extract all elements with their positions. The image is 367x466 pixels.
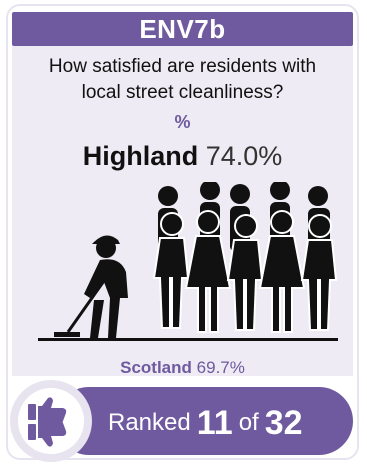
crowd-front-row [152, 210, 338, 333]
headline-percentage: 74.0% [205, 141, 283, 171]
question-line-2: local street cleanliness? [81, 82, 284, 103]
headline-value: Highland 74.0% [12, 141, 353, 172]
thumbs-up-down-icon [28, 397, 67, 447]
card-border [6, 4, 359, 460]
content-panel [12, 46, 353, 376]
indicator-question: How satisfied are residents with local s… [12, 54, 353, 106]
question-line-1: How satisfied are residents with [48, 56, 317, 77]
rank-position: 11 [196, 403, 233, 442]
broom-handle [66, 277, 108, 333]
headline-area: Highland [82, 141, 199, 171]
rank-label: Ranked [108, 409, 191, 436]
rank-total: 32 [264, 403, 303, 442]
rank-text: Ranked 11 of 32 [108, 396, 358, 450]
ground-line [38, 338, 338, 341]
rank-of-label: of [238, 409, 259, 436]
street-cleaner-with-crowd-illustration [38, 182, 338, 341]
comparison-percentage: 69.7% [196, 358, 245, 377]
indicator-header: ENV7b [12, 12, 353, 46]
indicator-code: ENV7b [139, 13, 226, 44]
comparison-area: Scotland [120, 358, 192, 377]
street-cleaner-figure [54, 235, 128, 338]
unit-label: % [174, 112, 191, 132]
comparison-value: Scotland 69.7% [12, 358, 353, 378]
rank-bar [55, 387, 353, 455]
